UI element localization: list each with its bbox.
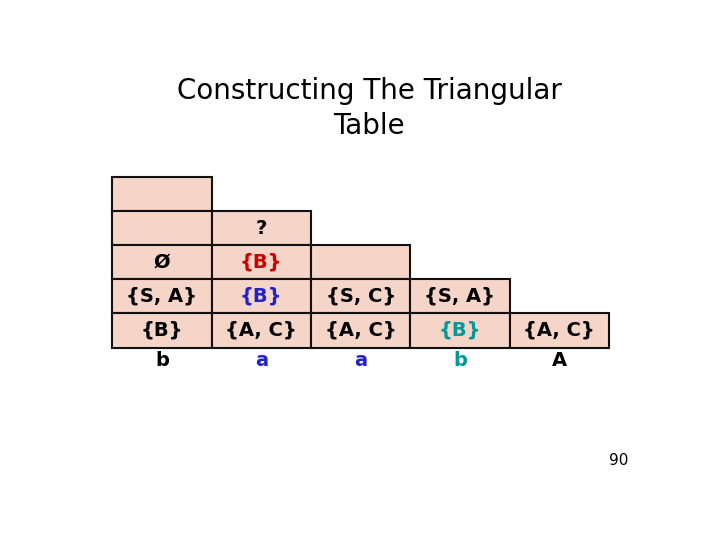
Text: Ø: Ø: [153, 253, 171, 272]
Text: {A, C}: {A, C}: [523, 321, 595, 340]
Text: {A, C}: {A, C}: [225, 321, 297, 340]
Text: {S, A}: {S, A}: [425, 287, 495, 306]
Bar: [112, 279, 212, 313]
Bar: [311, 245, 410, 279]
Text: {B}: {B}: [140, 321, 183, 340]
Bar: [311, 279, 410, 313]
Text: {A, C}: {A, C}: [325, 321, 397, 340]
Bar: [510, 313, 609, 348]
Bar: [311, 313, 410, 348]
Text: a: a: [255, 350, 268, 369]
Text: {B}: {B}: [240, 253, 282, 272]
Text: Constructing The Triangular
Table: Constructing The Triangular Table: [176, 77, 562, 140]
Bar: [112, 211, 212, 245]
Text: {B}: {B}: [438, 321, 481, 340]
Text: A: A: [552, 350, 567, 369]
Text: b: b: [453, 350, 467, 369]
Bar: [212, 279, 311, 313]
Bar: [112, 177, 212, 211]
Text: {S, A}: {S, A}: [127, 287, 197, 306]
Bar: [410, 279, 510, 313]
Bar: [112, 245, 212, 279]
Text: a: a: [354, 350, 367, 369]
Bar: [212, 211, 311, 245]
Text: ?: ?: [256, 219, 267, 238]
Text: 90: 90: [609, 453, 629, 468]
Bar: [212, 313, 311, 348]
Bar: [112, 313, 212, 348]
Text: {S, C}: {S, C}: [325, 287, 396, 306]
Text: {B}: {B}: [240, 287, 282, 306]
Bar: [212, 245, 311, 279]
Bar: [410, 313, 510, 348]
Text: b: b: [155, 350, 169, 369]
